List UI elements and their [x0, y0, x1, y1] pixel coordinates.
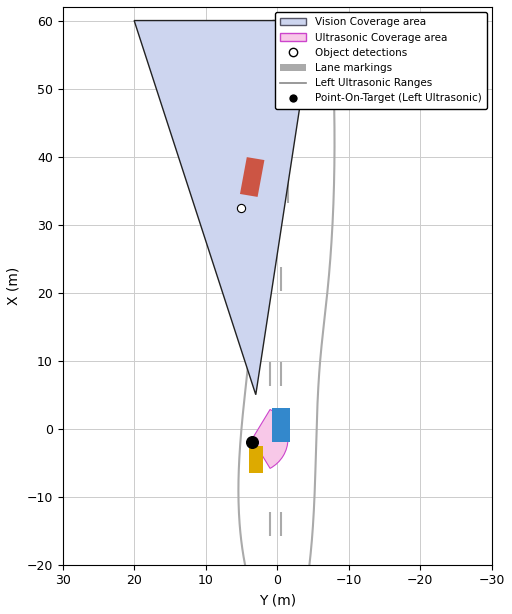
Polygon shape [272, 408, 290, 442]
X-axis label: Y (m): Y (m) [259, 593, 296, 607]
Y-axis label: X (m): X (m) [7, 266, 21, 305]
Polygon shape [240, 157, 264, 197]
Polygon shape [249, 446, 263, 473]
Object detections [238, 203, 246, 212]
Polygon shape [134, 20, 313, 395]
Point-On-Target (Left Ultrasonic) [248, 437, 257, 447]
Legend: Vision Coverage area, Ultrasonic Coverage area, Object detections, Lane markings: Vision Coverage area, Ultrasonic Coverag… [275, 12, 487, 109]
Wedge shape [252, 410, 288, 468]
